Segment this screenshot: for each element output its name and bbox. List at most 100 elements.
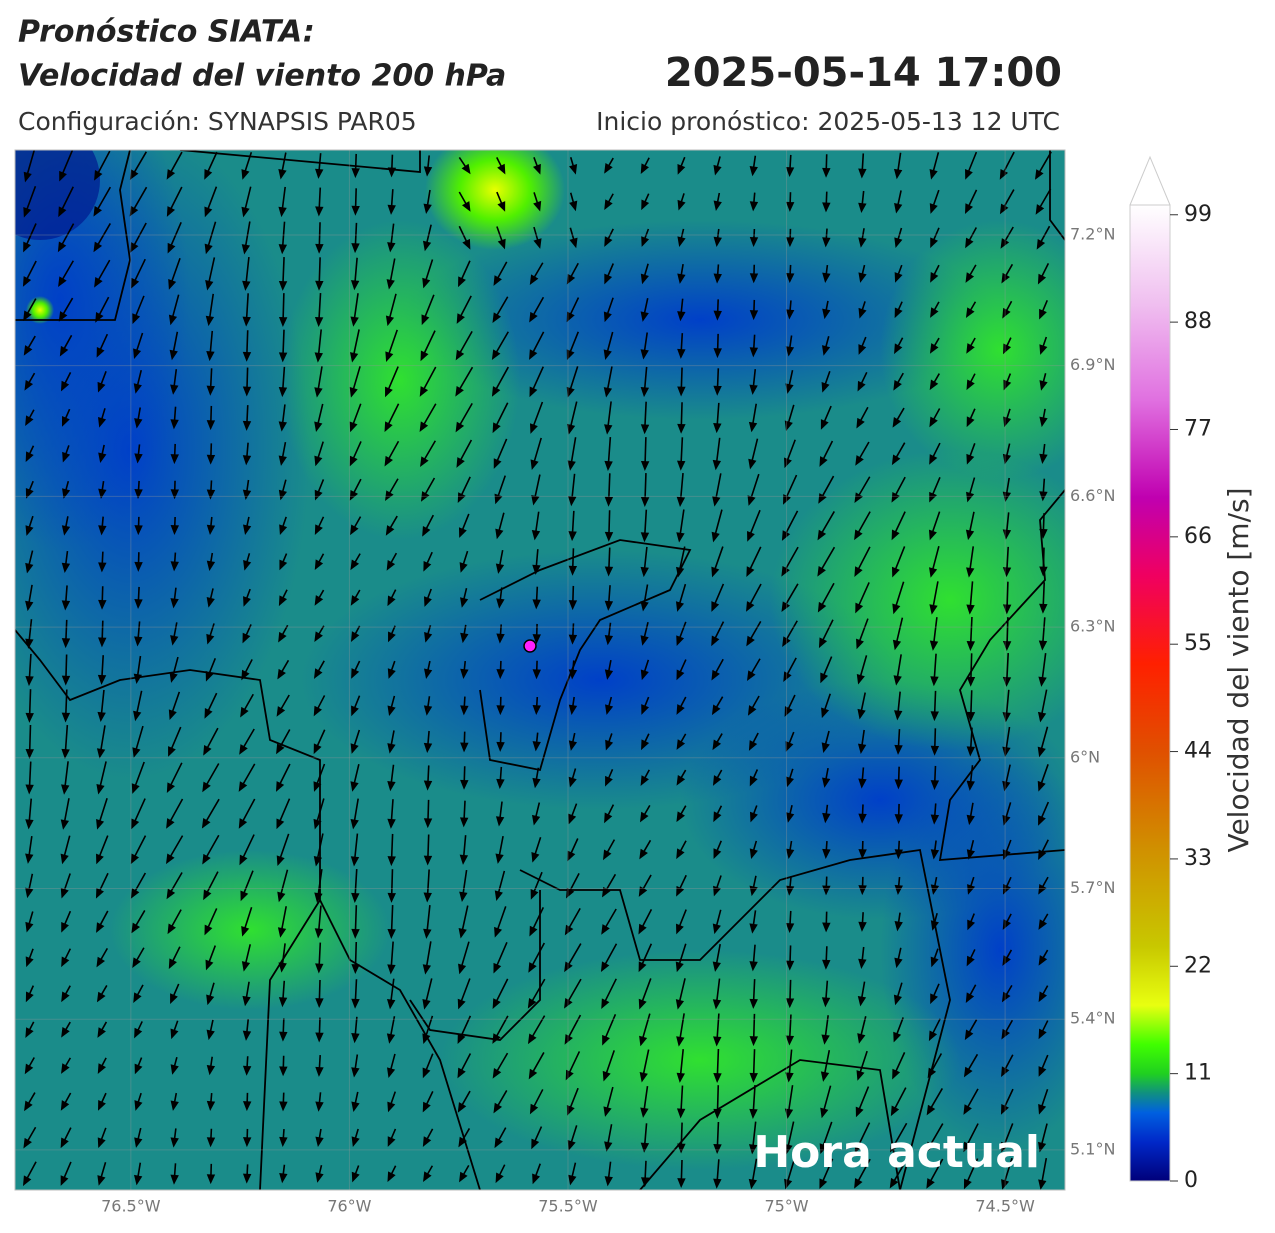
wind-arrow [456, 439, 473, 468]
wind-arrow [638, 943, 653, 973]
wind-arrow [640, 157, 650, 175]
wind-arrow [96, 985, 108, 1003]
wind-arrow [713, 333, 722, 359]
wind-arrow [713, 228, 722, 247]
wind-arrow [279, 516, 288, 536]
wind-arrow [134, 516, 143, 536]
wind-arrow [170, 1056, 179, 1075]
wind-arrow [1001, 1054, 1014, 1077]
wind-arrow [677, 263, 686, 284]
wind-arrow [22, 260, 37, 287]
wind-arrow [929, 581, 939, 615]
wind-arrow [98, 551, 107, 573]
wind-arrow [133, 370, 143, 394]
wind-arrow [640, 659, 650, 681]
wind-arrow [712, 769, 723, 786]
wind-arrow [569, 157, 578, 175]
wind-arrow [351, 1091, 360, 1113]
wind-arrow [277, 659, 290, 680]
wind-arrow [781, 546, 799, 577]
wind-arrow [422, 1015, 434, 1045]
wind-arrow [1077, 514, 1083, 536]
wind-arrow [785, 369, 794, 394]
wind-arrow [999, 151, 1015, 180]
wind-arrow [713, 1159, 722, 1189]
wind-arrow [1076, 1055, 1082, 1074]
wind-arrow [964, 1019, 978, 1041]
wind-arrow [349, 403, 362, 433]
wind-arrow [455, 366, 474, 397]
wind-arrow [966, 949, 976, 967]
wind-arrow [604, 193, 614, 210]
wind-arrow [170, 587, 179, 609]
wind-arrow [533, 157, 541, 175]
wind-arrow [315, 1055, 324, 1077]
wind-arrow [857, 371, 868, 392]
wind-arrow [893, 654, 902, 686]
wind-arrow [1075, 262, 1083, 284]
wind-arrow [894, 912, 903, 932]
wind-arrow [166, 762, 183, 794]
wind-arrow [387, 660, 396, 679]
wind-arrow [711, 658, 724, 681]
wind-arrow [278, 221, 288, 255]
wind-arrow [204, 221, 217, 255]
wind-arrow [926, 1088, 944, 1116]
wind-arrow [529, 401, 544, 434]
title: Velocidad del viento 200 hPa [18, 59, 506, 94]
wind-arrow [206, 588, 215, 608]
wind-arrow [1038, 839, 1049, 861]
wind-arrow [817, 546, 836, 577]
wind-arrow [567, 401, 578, 435]
wind-arrow [930, 653, 939, 687]
wind-arrow [134, 586, 143, 610]
wind-arrow [966, 727, 976, 757]
wind-arrow [423, 799, 433, 829]
wind-arrow [241, 186, 252, 218]
wind-arrow [134, 552, 143, 572]
wind-arrow [387, 154, 397, 178]
wind-arrow [460, 731, 469, 753]
wind-arrow [781, 583, 799, 612]
wind-arrow [999, 189, 1015, 215]
wind-arrow [313, 729, 326, 755]
wind-arrow [638, 908, 653, 935]
wind-arrow [384, 403, 400, 433]
wind-arrow [930, 983, 940, 1005]
wind-arrow [930, 765, 940, 791]
wind-arrow [1001, 1019, 1014, 1040]
wind-arrow [314, 479, 325, 501]
wind-arrow [387, 1165, 397, 1183]
wind-arrow [242, 981, 251, 1007]
colorbar-tick-label: 33 [1184, 846, 1212, 871]
wind-arrow [385, 515, 398, 536]
wind-arrow [858, 804, 867, 824]
y-tick-label: 5.7°N [1070, 878, 1115, 897]
colorbar-label: Velocidad del viento [m/s] [1222, 487, 1255, 852]
wind-arrow [203, 871, 219, 901]
wind-arrow [966, 408, 976, 428]
wind-arrow [25, 409, 35, 427]
wind-arrow [529, 296, 545, 323]
wind-arrow [1002, 689, 1011, 723]
wind-arrow [528, 1052, 545, 1080]
wind-arrow [785, 876, 795, 896]
wind-arrow [385, 329, 398, 363]
wind-arrow [822, 804, 831, 824]
wind-arrow [964, 189, 978, 214]
wind-arrow [676, 1085, 686, 1119]
wind-arrow [965, 227, 978, 249]
wind-arrow [858, 190, 867, 214]
wind-arrow [601, 908, 617, 935]
wind-arrow [532, 549, 541, 575]
wind-arrow [965, 301, 977, 319]
wind-arrow [278, 479, 288, 501]
wind-arrow [58, 297, 74, 322]
wind-arrow [568, 768, 577, 788]
wind-arrow [455, 403, 473, 433]
wind-arrow [96, 947, 109, 968]
wind-arrow [61, 654, 71, 686]
x-tick-label: 75.5°W [538, 1197, 598, 1216]
wind-arrow [57, 223, 75, 253]
wind-arrow [242, 1092, 252, 1112]
